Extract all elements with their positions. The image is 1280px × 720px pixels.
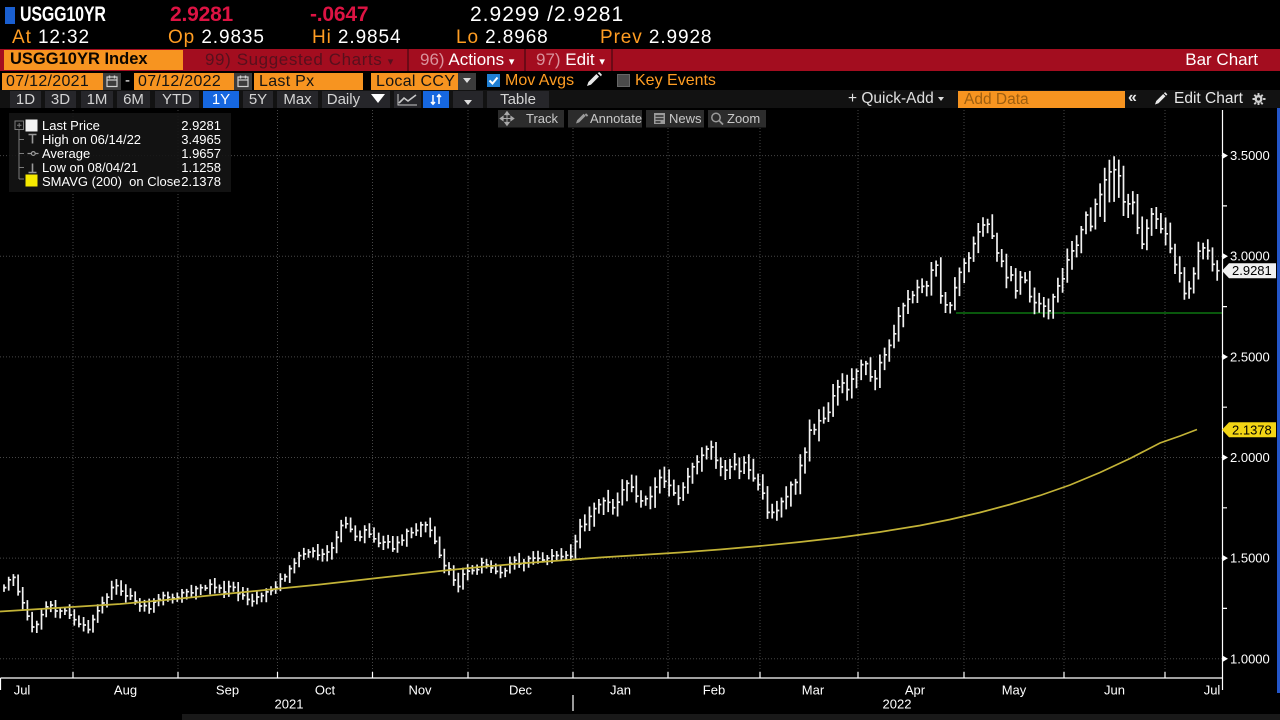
svg-text:1.9657: 1.9657: [181, 146, 221, 161]
svg-text:2022: 2022: [883, 697, 912, 712]
svg-text:Oct: Oct: [315, 683, 336, 698]
svg-text:Low on 08/04/21: Low on 08/04/21: [42, 160, 138, 175]
svg-text:2.0000: 2.0000: [1230, 450, 1270, 465]
svg-text:Jun: Jun: [1104, 683, 1125, 698]
svg-text:Aug: Aug: [114, 683, 137, 698]
svg-text:2.1378: 2.1378: [1232, 422, 1272, 437]
svg-text:2.9281: 2.9281: [181, 118, 221, 133]
svg-text:Apr: Apr: [905, 683, 926, 698]
svg-text:Sep: Sep: [216, 683, 239, 698]
svg-text:2.1378: 2.1378: [181, 174, 221, 189]
svg-text:Last Price: Last Price: [42, 118, 100, 133]
svg-text:May: May: [1002, 683, 1027, 698]
svg-text:Dec: Dec: [509, 683, 533, 698]
svg-text:2.9281: 2.9281: [1232, 263, 1272, 278]
svg-text:Average: Average: [42, 146, 90, 161]
svg-text:Feb: Feb: [703, 683, 725, 698]
svg-text:Annotate: Annotate: [590, 111, 642, 126]
svg-text:Jul: Jul: [1204, 683, 1221, 698]
svg-text:Nov: Nov: [408, 683, 432, 698]
svg-text:Track: Track: [526, 111, 559, 126]
svg-text:Mar: Mar: [802, 683, 825, 698]
svg-text:3.0000: 3.0000: [1230, 249, 1270, 264]
svg-text:Zoom: Zoom: [727, 111, 760, 126]
svg-text:Jul: Jul: [14, 683, 31, 698]
svg-text:SMAVG (200) on Close: SMAVG (200) on Close: [42, 174, 180, 189]
svg-text:2021: 2021: [275, 697, 304, 712]
svg-text:3.5000: 3.5000: [1230, 148, 1270, 163]
svg-text:High on 06/14/22: High on 06/14/22: [42, 132, 141, 147]
svg-text:2.5000: 2.5000: [1230, 349, 1270, 364]
svg-text:1.1258: 1.1258: [181, 160, 221, 175]
svg-text:News: News: [669, 111, 702, 126]
svg-text:Jan: Jan: [610, 683, 631, 698]
svg-text:3.4965: 3.4965: [181, 132, 221, 147]
svg-text:1.0000: 1.0000: [1230, 651, 1270, 666]
svg-text:1.5000: 1.5000: [1230, 551, 1270, 566]
